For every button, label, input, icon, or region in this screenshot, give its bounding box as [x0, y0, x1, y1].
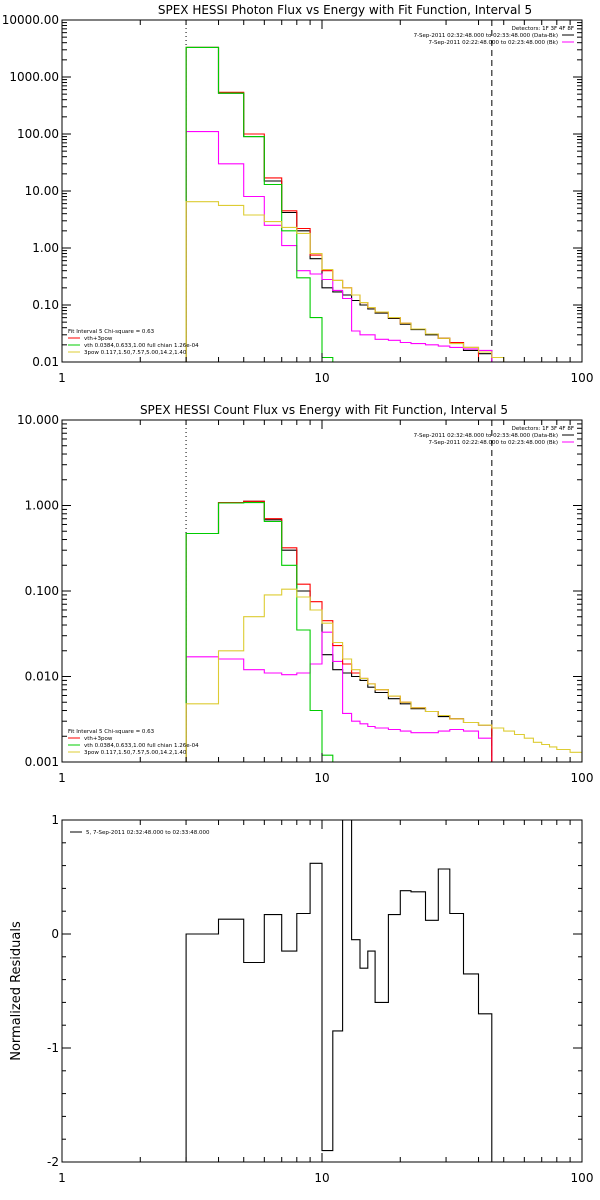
x-tick-label: 10 — [314, 371, 329, 385]
chart-title: SPEX HESSI Photon Flux vs Energy with Fi… — [158, 3, 532, 17]
series-line-0 — [185, 820, 493, 1162]
legend-3pow: 3pow 0.117,1.50,7.57,5.00,14.2,1.40 — [84, 350, 187, 356]
data-layer — [185, 820, 493, 1162]
legend-vth: vth 0.0384,0.633,1.00 full chian 1.26e-0… — [84, 343, 199, 349]
y-tick-label: 0.100 — [25, 584, 59, 598]
legend-detectors: Detectors: 1F 3F 4F 8F — [512, 426, 574, 432]
data-layer — [185, 420, 582, 762]
y-tick-label: 1.000 — [25, 499, 59, 513]
x-tick-label: 1 — [58, 1171, 66, 1185]
photon-flux-panel: SPEX HESSI Photon Flux vs Energy with Fi… — [2, 3, 594, 385]
y-tick-label: -1 — [47, 1041, 59, 1055]
x-tick-label: 10 — [314, 1171, 329, 1185]
y-tick-label: 0.10 — [32, 298, 59, 312]
legend-total: vth+3pow — [84, 336, 113, 342]
series-line-3 — [185, 502, 343, 762]
legend-data-bk: 7-Sep-2011 02:32:48.000 to 02:33:48.000 … — [414, 33, 558, 39]
series-line-2 — [185, 500, 493, 762]
legend-fit-interval: Fit Interval 5 Chi-square = 0.63 — [68, 329, 155, 335]
plot-frame — [61, 19, 583, 363]
y-tick-label: 100.00 — [17, 127, 59, 141]
y-tick-label: 10000.00 — [2, 13, 59, 27]
x-tick-label: 1 — [58, 771, 66, 785]
y-tick-label: 1000.00 — [9, 70, 59, 84]
legend-vth: vth 0.0384,0.633,1.00 full chian 1.26e-0… — [84, 743, 199, 749]
y-tick-label: 0.01 — [32, 355, 59, 369]
legend-data-bk: 7-Sep-2011 02:32:48.000 to 02:33:48.000 … — [414, 433, 558, 439]
legend-residuals: 5, 7-Sep-2011 02:32:48.000 to 02:33:48.0… — [86, 830, 210, 836]
legend-bk: 7-Sep-2011 02:22:48.000 to 02:23:48.000 … — [429, 40, 559, 46]
series-line-1 — [185, 631, 493, 762]
y-tick-label: 0 — [51, 927, 59, 941]
y-tick-label: 10.00 — [25, 184, 59, 198]
count-flux-panel: SPEX HESSI Count Flux vs Energy with Fit… — [17, 403, 593, 785]
y-tick-label: -2 — [47, 1155, 59, 1169]
x-tick-label: 1 — [58, 371, 66, 385]
y-axis-label: Normalized Residuals — [9, 921, 24, 1061]
x-tick-label: 100 — [571, 371, 594, 385]
series-line-3 — [185, 46, 334, 362]
x-tick-label: 100 — [571, 771, 594, 785]
series-line-0 — [185, 46, 493, 362]
series-line-4 — [185, 588, 582, 762]
y-tick-label: 0.001 — [25, 755, 59, 769]
x-tick-label: 10 — [314, 771, 329, 785]
x-tick-label: 100 — [571, 1171, 594, 1185]
chart-title: SPEX HESSI Count Flux vs Energy with Fit… — [140, 403, 508, 417]
legend-detectors: Detectors: 1F 3F 4F 8F — [512, 26, 574, 32]
y-tick-label: 0.010 — [25, 670, 59, 684]
legend-total: vth+3pow — [84, 736, 113, 742]
y-tick-label: 1 — [51, 813, 59, 827]
legend-bk: 7-Sep-2011 02:22:48.000 to 02:23:48.000 … — [429, 440, 559, 446]
series-line-0 — [185, 500, 493, 762]
legend-fit-interval: Fit Interval 5 Chi-square = 0.63 — [68, 729, 155, 735]
legend-3pow: 3pow 0.117,1.50,7.57,5.00,14.2,1.40 — [84, 750, 187, 756]
y-tick-label: 10.000 — [17, 413, 59, 427]
series-line-1 — [185, 131, 493, 362]
series-line-2 — [185, 46, 480, 362]
y-tick-label: 1.00 — [32, 241, 59, 255]
series-line-4 — [185, 201, 542, 362]
data-layer — [185, 20, 542, 362]
